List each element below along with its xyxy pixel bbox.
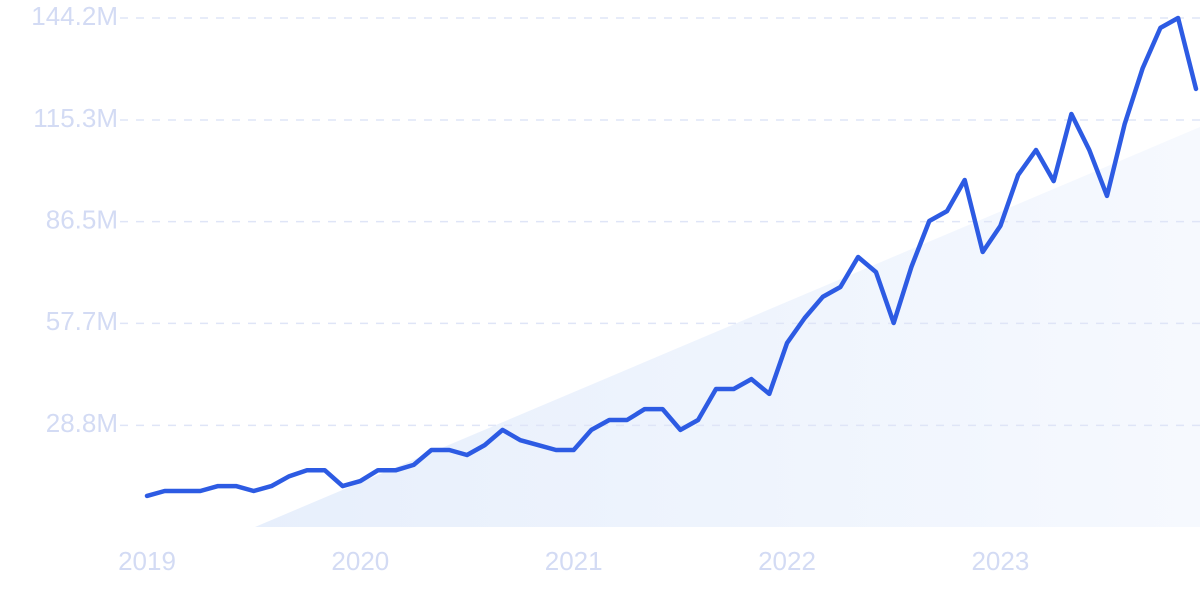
y-tick-label: 115.3M <box>33 103 118 133</box>
x-tick-label: 2019 <box>118 546 176 576</box>
x-tick-label: 2022 <box>758 546 816 576</box>
y-tick-label: 86.5M <box>46 205 118 235</box>
y-tick-label: 57.7M <box>46 306 118 336</box>
data-line <box>144 15 1199 499</box>
y-tick-label: 144.2M <box>31 1 118 31</box>
x-tick-label: 2023 <box>971 546 1029 576</box>
trend-area <box>255 127 1200 527</box>
y-tick-label: 28.8M <box>46 408 118 438</box>
x-tick-label: 2020 <box>331 546 389 576</box>
x-tick-label: 2021 <box>545 546 603 576</box>
